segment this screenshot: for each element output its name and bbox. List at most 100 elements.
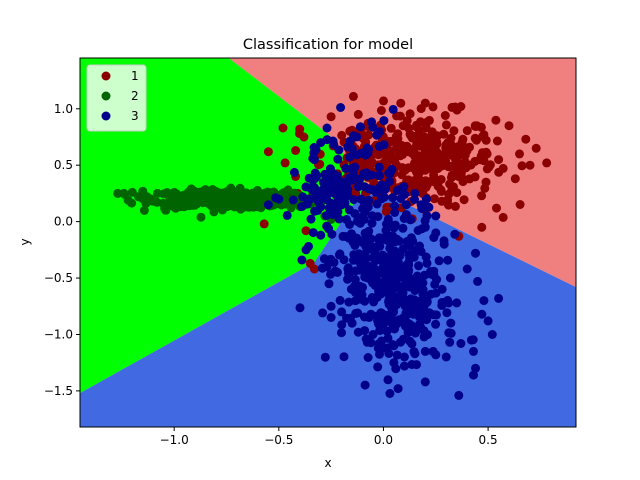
point-class-1	[424, 115, 434, 125]
point-class-3	[399, 361, 409, 371]
point-class-3	[360, 380, 370, 390]
point-class-1	[421, 143, 431, 153]
point-class-3	[322, 262, 332, 272]
point-class-3	[422, 258, 432, 268]
y-axis-label: y	[18, 238, 32, 245]
point-class-3	[443, 295, 453, 305]
point-class-3	[431, 211, 441, 221]
point-class-3	[398, 293, 408, 303]
point-class-3	[347, 318, 357, 328]
point-class-3	[383, 375, 393, 385]
point-class-3	[306, 214, 316, 224]
point-class-1	[412, 122, 422, 132]
point-class-2	[175, 201, 185, 211]
point-class-1	[446, 139, 456, 149]
legend-marker-1	[101, 71, 111, 81]
point-class-1	[415, 151, 425, 161]
point-class-1	[449, 126, 459, 136]
x-tick-label: 0.5	[479, 433, 498, 447]
point-class-3	[388, 315, 398, 325]
point-class-1	[492, 136, 502, 146]
point-class-3	[405, 336, 415, 346]
point-class-1	[396, 98, 406, 108]
point-class-3	[399, 352, 409, 362]
point-class-3	[416, 200, 426, 210]
point-class-3	[401, 200, 411, 210]
point-class-3	[326, 313, 336, 322]
point-class-3	[445, 273, 455, 283]
point-class-1	[374, 150, 383, 160]
legend-box	[86, 64, 147, 132]
point-class-1	[477, 222, 487, 232]
point-class-3	[352, 150, 362, 160]
point-class-1	[402, 141, 412, 151]
point-class-3	[372, 130, 382, 140]
point-class-1	[439, 129, 449, 139]
point-class-3	[391, 267, 401, 277]
point-class-3	[351, 266, 361, 276]
point-class-2	[148, 196, 158, 206]
point-class-3	[336, 195, 346, 205]
point-class-1	[450, 201, 460, 211]
point-class-1	[491, 115, 501, 125]
point-class-1	[484, 162, 494, 172]
point-class-1	[409, 133, 419, 143]
point-class-2	[236, 191, 246, 201]
point-class-3	[456, 339, 466, 348]
point-class-3	[350, 241, 360, 250]
point-class-3	[308, 228, 318, 238]
point-class-3	[371, 268, 381, 278]
point-class-3	[406, 294, 416, 304]
point-class-2	[239, 200, 249, 210]
point-class-3	[344, 205, 354, 215]
point-class-3	[434, 256, 444, 266]
point-class-1	[436, 185, 446, 195]
point-class-1	[263, 147, 273, 157]
point-class-3	[355, 174, 365, 184]
point-class-3	[360, 272, 370, 282]
point-class-3	[274, 194, 284, 204]
point-class-3	[431, 350, 441, 360]
point-class-3	[297, 202, 307, 212]
point-class-1	[504, 121, 514, 131]
point-class-3	[378, 186, 388, 196]
point-class-3	[337, 328, 346, 338]
decision-regions	[80, 58, 576, 427]
point-class-1	[402, 116, 412, 126]
point-class-1	[462, 126, 472, 136]
point-class-3	[403, 259, 413, 268]
point-class-3	[431, 228, 441, 238]
point-class-2	[181, 196, 191, 206]
point-class-3	[332, 267, 342, 277]
point-class-1	[431, 135, 440, 145]
point-class-3	[353, 327, 363, 337]
point-class-3	[437, 284, 447, 294]
point-class-3	[404, 239, 414, 249]
point-class-3	[374, 162, 384, 172]
point-class-3	[390, 201, 400, 211]
y-axis-ticks: −1.5 −1.0 −0.5 0.0 0.5 1.0	[44, 102, 80, 398]
point-class-1	[494, 155, 504, 165]
point-class-1	[515, 200, 525, 209]
point-class-3	[379, 343, 388, 353]
point-class-2	[158, 198, 168, 208]
point-class-3	[381, 226, 391, 235]
point-class-2	[123, 195, 133, 205]
point-class-1	[305, 258, 315, 268]
point-class-1	[457, 139, 467, 149]
point-class-2	[281, 199, 291, 209]
point-class-3	[487, 330, 497, 339]
point-class-1	[278, 123, 288, 133]
x-tick-label: −1.0	[160, 433, 189, 447]
point-class-3	[263, 200, 273, 210]
point-class-3	[411, 275, 421, 285]
point-class-3	[289, 167, 299, 177]
point-class-3	[471, 363, 480, 373]
point-class-3	[378, 250, 388, 260]
point-class-3	[399, 214, 409, 223]
point-class-3	[319, 179, 329, 188]
point-class-3	[443, 255, 453, 265]
point-class-3	[364, 262, 374, 272]
point-class-2	[161, 205, 171, 215]
point-class-3	[422, 315, 432, 325]
